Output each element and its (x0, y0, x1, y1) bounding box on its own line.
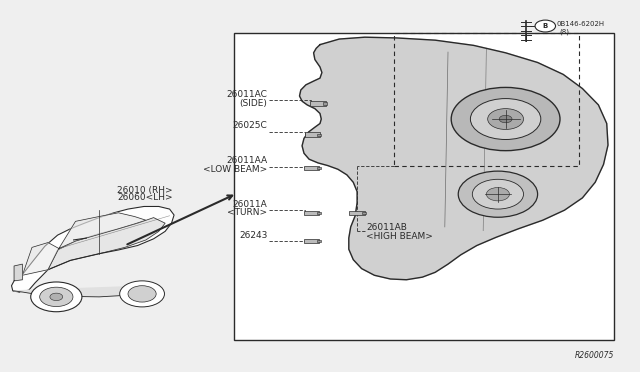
Text: <HIGH BEAM>: <HIGH BEAM> (366, 232, 433, 241)
Polygon shape (48, 218, 165, 270)
Circle shape (499, 115, 512, 123)
Circle shape (535, 20, 556, 32)
Polygon shape (300, 37, 608, 280)
Polygon shape (12, 206, 174, 292)
Text: 26243: 26243 (239, 231, 268, 240)
Circle shape (458, 171, 538, 217)
Text: 26060<LH>: 26060<LH> (117, 193, 173, 202)
Circle shape (488, 109, 524, 129)
Circle shape (40, 287, 73, 307)
Circle shape (472, 179, 524, 209)
Bar (317, 240, 321, 242)
Bar (304, 211, 319, 215)
Circle shape (120, 281, 164, 307)
Text: 26011A: 26011A (233, 200, 268, 209)
Text: <TURN>: <TURN> (227, 208, 268, 217)
Circle shape (451, 87, 560, 151)
Text: (SIDE): (SIDE) (239, 99, 268, 108)
Circle shape (486, 187, 509, 201)
Text: 26011AA: 26011AA (227, 156, 268, 165)
Polygon shape (14, 264, 22, 281)
Bar (317, 134, 321, 136)
Text: 26011AC: 26011AC (227, 90, 268, 99)
Text: (8): (8) (559, 28, 570, 35)
Text: B: B (543, 23, 548, 29)
Bar (234, 33, 614, 340)
Text: 26010 (RH>: 26010 (RH> (117, 186, 173, 195)
Bar (317, 167, 321, 169)
Polygon shape (22, 243, 59, 275)
Circle shape (470, 99, 541, 140)
Bar (304, 239, 319, 243)
Bar (349, 211, 365, 215)
Bar (323, 102, 327, 105)
Bar (362, 212, 366, 214)
Bar (305, 132, 320, 137)
Circle shape (128, 286, 156, 302)
Text: <LOW BEAM>: <LOW BEAM> (204, 165, 268, 174)
Circle shape (31, 282, 82, 312)
Text: 0B146-6202H: 0B146-6202H (557, 21, 605, 27)
Text: 26011AB: 26011AB (366, 223, 407, 232)
Bar (317, 212, 321, 214)
Text: 26025C: 26025C (233, 121, 268, 130)
Polygon shape (59, 213, 146, 248)
Polygon shape (14, 286, 159, 297)
Text: R2600075: R2600075 (575, 351, 614, 360)
Circle shape (50, 293, 63, 301)
Bar (310, 101, 326, 106)
Bar (394, 33, 579, 166)
Bar (304, 166, 319, 170)
